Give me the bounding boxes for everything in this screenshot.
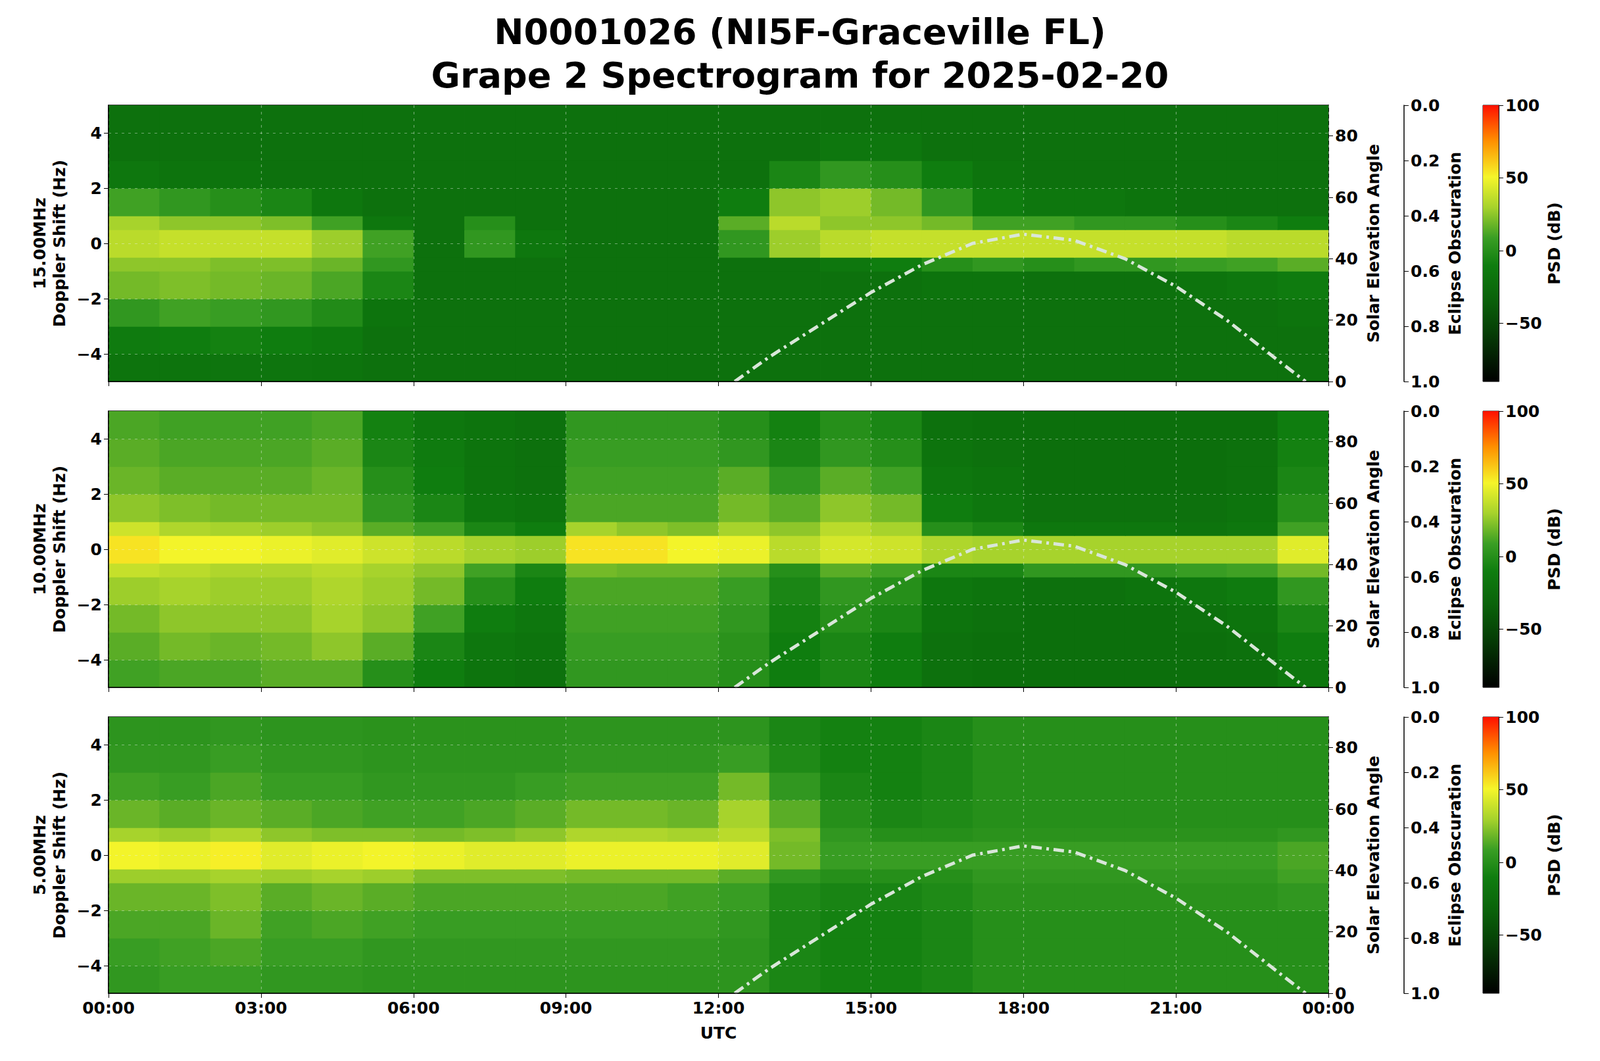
svg-text:Solar Elevation Angle: Solar Elevation Angle (1363, 449, 1383, 649)
svg-text:0.2: 0.2 (1410, 151, 1440, 171)
svg-text:0: 0 (1334, 678, 1347, 698)
svg-text:−50: −50 (1505, 313, 1543, 333)
svg-text:4: 4 (90, 123, 102, 143)
svg-text:PSD (dB): PSD (dB) (1544, 507, 1564, 591)
svg-text:0: 0 (1505, 852, 1517, 873)
svg-text:Eclipse Obscuration: Eclipse Obscuration (1445, 457, 1465, 642)
svg-text:2: 2 (90, 178, 102, 198)
svg-text:0.2: 0.2 (1410, 762, 1440, 782)
svg-text:Doppler Shift (Hz): Doppler Shift (Hz) (49, 465, 70, 634)
svg-text:20: 20 (1334, 616, 1358, 636)
svg-text:4: 4 (90, 429, 102, 449)
svg-text:2: 2 (90, 484, 102, 504)
svg-text:100: 100 (1505, 707, 1540, 727)
svg-text:5.00MHz: 5.00MHz (30, 814, 50, 896)
svg-text:Doppler Shift (Hz): Doppler Shift (Hz) (49, 159, 70, 328)
svg-text:40: 40 (1334, 555, 1358, 575)
svg-text:0.8: 0.8 (1410, 622, 1440, 642)
svg-text:−4: −4 (76, 344, 102, 364)
svg-text:0.0: 0.0 (1410, 401, 1440, 421)
svg-text:00:00: 00:00 (82, 998, 135, 1018)
svg-text:09:00: 09:00 (539, 998, 593, 1018)
svg-text:60: 60 (1334, 799, 1358, 819)
svg-text:80: 80 (1334, 737, 1358, 757)
svg-text:0: 0 (90, 539, 102, 559)
svg-text:21:00: 21:00 (1149, 998, 1203, 1018)
svg-text:20: 20 (1334, 921, 1358, 942)
svg-text:06:00: 06:00 (387, 998, 440, 1018)
svg-text:0: 0 (1505, 547, 1517, 567)
svg-text:Solar Elevation Angle: Solar Elevation Angle (1363, 755, 1383, 955)
svg-text:0.2: 0.2 (1410, 457, 1440, 477)
svg-text:00:00: 00:00 (1302, 998, 1355, 1018)
svg-text:100: 100 (1505, 96, 1540, 116)
svg-text:−50: −50 (1505, 925, 1543, 945)
svg-text:−2: −2 (76, 595, 102, 615)
svg-text:Eclipse Obscuration: Eclipse Obscuration (1445, 151, 1465, 336)
svg-text:0.8: 0.8 (1410, 316, 1440, 337)
svg-text:0.8: 0.8 (1410, 928, 1440, 948)
svg-text:−4: −4 (76, 956, 102, 976)
svg-text:0.6: 0.6 (1410, 261, 1440, 281)
svg-text:PSD (dB): PSD (dB) (1544, 201, 1564, 285)
svg-text:0: 0 (1334, 983, 1347, 1003)
svg-text:100: 100 (1505, 401, 1540, 421)
svg-text:12:00: 12:00 (692, 998, 746, 1018)
svg-text:−2: −2 (76, 289, 102, 309)
svg-text:1.0: 1.0 (1410, 678, 1440, 698)
svg-text:4: 4 (90, 735, 102, 755)
svg-text:0.6: 0.6 (1410, 567, 1440, 587)
svg-text:50: 50 (1505, 168, 1529, 188)
svg-text:40: 40 (1334, 860, 1358, 880)
svg-text:80: 80 (1334, 432, 1358, 452)
svg-text:0: 0 (1334, 372, 1347, 392)
svg-text:0.4: 0.4 (1410, 206, 1440, 226)
svg-text:0: 0 (90, 845, 102, 865)
svg-text:0: 0 (1505, 241, 1517, 261)
svg-text:Solar Elevation Angle: Solar Elevation Angle (1363, 144, 1383, 343)
svg-text:60: 60 (1334, 188, 1358, 208)
svg-text:−2: −2 (76, 900, 102, 921)
svg-text:10.00MHz: 10.00MHz (30, 503, 50, 595)
svg-text:0.0: 0.0 (1410, 707, 1440, 727)
svg-text:PSD (dB): PSD (dB) (1544, 813, 1564, 897)
svg-text:0.4: 0.4 (1410, 818, 1440, 838)
svg-text:Eclipse Obscuration: Eclipse Obscuration (1445, 763, 1465, 947)
svg-text:1.0: 1.0 (1410, 372, 1440, 392)
svg-text:80: 80 (1334, 126, 1358, 146)
svg-text:60: 60 (1334, 493, 1358, 513)
svg-text:15:00: 15:00 (845, 998, 898, 1018)
svg-text:03:00: 03:00 (234, 998, 288, 1018)
svg-text:1.0: 1.0 (1410, 983, 1440, 1003)
svg-text:20: 20 (1334, 310, 1358, 330)
svg-text:15.00MHz: 15.00MHz (30, 197, 50, 289)
svg-text:50: 50 (1505, 474, 1529, 494)
svg-text:Doppler Shift (Hz): Doppler Shift (Hz) (49, 771, 70, 940)
svg-text:0.0: 0.0 (1410, 96, 1440, 116)
svg-text:Grape 2 Spectrogram for 2025-0: Grape 2 Spectrogram for 2025-02-20 (431, 54, 1170, 97)
svg-text:0.6: 0.6 (1410, 873, 1440, 893)
svg-text:18:00: 18:00 (996, 998, 1050, 1018)
svg-text:−50: −50 (1505, 619, 1543, 639)
svg-text:N0001026 (NI5F-Graceville FL): N0001026 (NI5F-Graceville FL) (493, 11, 1106, 53)
svg-text:40: 40 (1334, 249, 1358, 269)
svg-text:UTC: UTC (700, 1023, 738, 1043)
svg-text:0: 0 (90, 234, 102, 254)
svg-text:−4: −4 (76, 650, 102, 670)
svg-text:50: 50 (1505, 779, 1529, 800)
svg-text:2: 2 (90, 790, 102, 810)
svg-text:0.4: 0.4 (1410, 512, 1440, 532)
